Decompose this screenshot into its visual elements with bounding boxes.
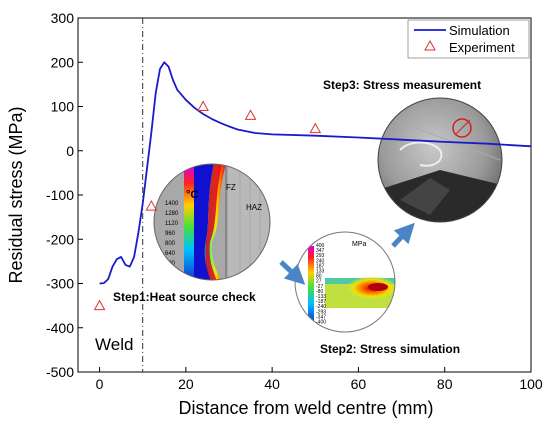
experiment-point [309,122,322,134]
inset2-scale-label: 293 [316,253,325,259]
x-tick-label: 60 [351,376,367,392]
inset2-unit: MPa [352,241,367,248]
y-tick-label: 300 [51,10,75,26]
y-tick-label: 0 [66,143,74,159]
experiment-point [244,109,257,120]
y-axis-title: Residual stress (MPa) [6,106,26,283]
inset2-scale-label: -347 [316,314,326,320]
x-axis-title: Distance from weld centre (mm) [178,398,433,418]
stress-measurement-photo [378,98,502,222]
inset2-scale-label: -293 [316,309,326,315]
x-tick-label: 100 [519,376,543,392]
y-tick-label: 100 [51,99,75,115]
inset2-scale-label: -133 [316,294,326,300]
inset2-scale-label: -240 [316,304,326,310]
inset2-scale-label: 240 [316,258,325,264]
step3-label: Step3: Stress measurement [323,78,481,92]
inset2-scale-label: 347 [316,248,325,254]
y-tick-label: -500 [46,364,74,380]
y-tick-label: -400 [46,320,74,336]
x-tick-label: 80 [437,376,453,392]
inset2-scale-label: -80 [316,289,323,295]
inset1-haz-label: HAZ [246,203,262,212]
x-axis: 0 20 40 60 80 100 [96,367,543,392]
inset1-scale-label: 800 [165,241,176,247]
inset1-scale-label: 640 [165,251,176,257]
inset1-fz-label: FZ [226,183,236,192]
legend-experiment-swatch [424,39,436,51]
y-tick-label: -100 [46,187,74,203]
inset2-scale-label: 80 [316,274,322,280]
experiment-point [197,100,209,111]
weld-label: Weld [95,335,133,354]
legend-simulation-label: Simulation [449,23,510,38]
inset2-scale-label: 133 [316,269,325,275]
y-tick-label: -300 [46,276,74,292]
arrow-step1-to-step2 [279,260,306,285]
experiment-point [93,299,106,311]
x-tick-label: 0 [96,376,104,392]
y-tick-label: 200 [51,54,75,70]
legend: Simulation Experiment [407,19,530,59]
x-tick-label: 40 [264,376,280,392]
step1-label: Step1:Heat source check [113,290,256,304]
inset2-scale-label: -400 [316,320,326,326]
inset1-unit: °C [186,189,198,201]
inset1-scale-label: 1400 [165,201,179,207]
experiment-point [145,200,158,211]
legend-experiment-label: Experiment [449,40,515,55]
arrow-step2-to-step3 [391,222,415,248]
simulation-line [99,61,531,285]
inset1-scale-label: 1120 [165,221,179,227]
x-tick-label: 20 [178,376,194,392]
inset1-scale-label: 1280 [165,211,179,217]
inset2-scale-label: 27 [316,279,322,285]
inset2-scale-label: -187 [316,299,326,305]
y-tick-label: -200 [46,231,74,247]
step2-label: Step2: Stress simulation [320,342,460,356]
inset2-scale-label: -27 [316,284,323,290]
inset2-scale-label: 400 [316,243,325,249]
y-axis: -500 -400 -300 -200 -100 0 100 200 300 [46,10,83,380]
inset1-scale-label: 960 [165,231,176,237]
stress-simulation-inset: 4003472932401871338027-27-80-133-187-240… [295,232,395,332]
inset2-scale-label: 187 [316,263,325,269]
